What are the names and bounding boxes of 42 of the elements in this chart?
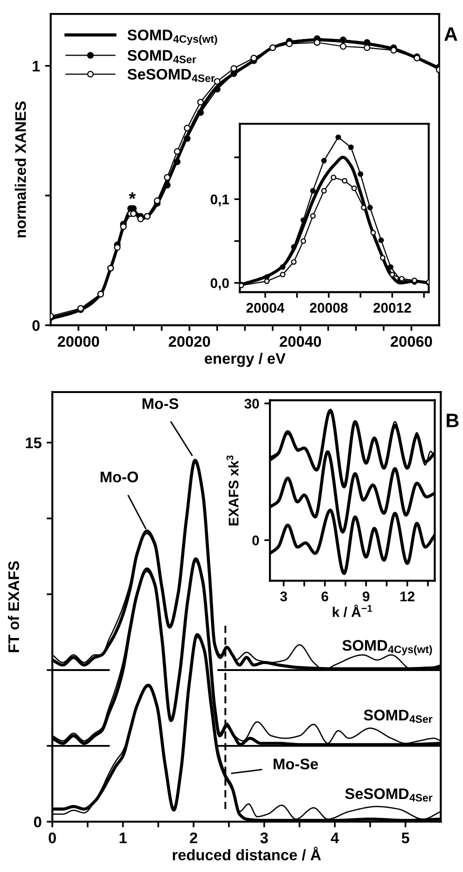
annotation: Mo-S <box>142 398 178 410</box>
y-axis-title: EXAFS xk$^{3}$ <box>226 455 239 526</box>
x-axis-title: reduced distance / Å <box>172 846 321 860</box>
text: B <box>446 414 459 428</box>
x-tick-label: 3 <box>280 592 288 602</box>
annotation: Mo-Se <box>274 758 318 770</box>
x-tick-label: 20000 <box>58 336 100 347</box>
x-tick-label: 2 <box>190 832 198 844</box>
y-axis-title: normalized XANES <box>14 101 26 238</box>
y-axis-title: FT of EXAFS <box>8 561 20 652</box>
y-tick-label: 30 <box>244 398 259 409</box>
x-tick-label: 20020 <box>168 336 210 347</box>
legend-label: SOMD$_{4Cys(wt)}$ <box>128 30 218 45</box>
legend-label: SOMD$_{4Ser}$ <box>128 50 196 64</box>
annotation: SeSOMD$_{4Ser}$ <box>345 788 432 802</box>
x-tick-label: 20008 <box>310 302 348 313</box>
x-tick-label: 4 <box>330 832 339 844</box>
x-tick-label: 6 <box>322 592 328 602</box>
x-axis-title: energy / eV <box>204 352 286 367</box>
y-tick-label: 0,0 <box>210 278 229 290</box>
y-tick-label: 0 <box>32 320 40 331</box>
annotation: * <box>128 192 136 199</box>
x-tick-label: 12 <box>400 592 414 602</box>
x-tick-label: 9 <box>362 592 370 602</box>
x-tick-label: 5 <box>402 832 410 844</box>
x-tick-label: 0 <box>48 832 56 844</box>
x-tick-label: 20060 <box>390 336 432 347</box>
y-tick-label: 1 <box>32 60 40 72</box>
legend-label: SeSOMD$_{4Ser}$ <box>128 68 215 82</box>
annotation: Mo-O <box>100 472 138 482</box>
y-tick-label: 0 <box>34 816 42 828</box>
text: A <box>444 27 458 41</box>
x-tick-label: 3 <box>260 832 268 844</box>
x-tick-label: 20004 <box>246 302 284 313</box>
x-tick-label: 20012 <box>373 302 411 313</box>
y-tick-label: 15 <box>26 438 42 448</box>
x-tick-label: 1 <box>120 832 127 844</box>
x-tick-label: 20040 <box>280 336 322 347</box>
annotation: SOMD$_{4Cys(wt)}$ <box>342 640 432 656</box>
annotation: SOMD$_{4Ser}$ <box>364 710 432 723</box>
y-tick-label: 0,1 <box>210 194 230 206</box>
x-axis-title: k / Å$^{−1}$ <box>332 604 372 618</box>
